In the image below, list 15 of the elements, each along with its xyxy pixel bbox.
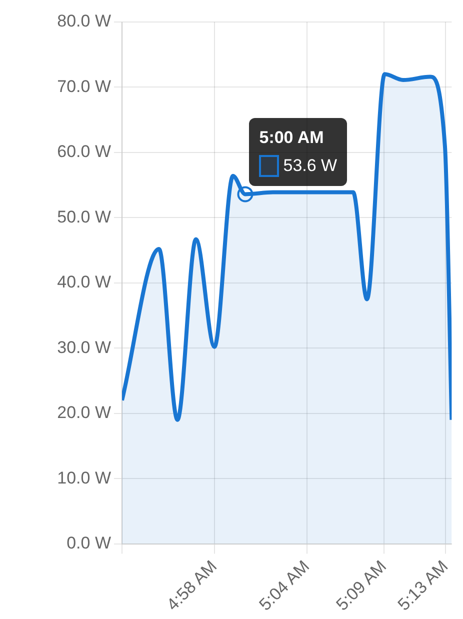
annotation: 53.6 W bbox=[283, 155, 338, 178]
y-tick-label: 10.0 W bbox=[57, 468, 111, 488]
x-tick-label: 5:13 AM bbox=[394, 556, 452, 614]
y-tick-label: 30.0 W bbox=[57, 338, 111, 357]
y-tick-label: 0.0 W bbox=[66, 533, 111, 552]
y-tick-label: 70.0 W bbox=[57, 76, 111, 96]
x-tick-label: 5:09 AM bbox=[332, 556, 390, 614]
x-tick-label: 5:04 AM bbox=[256, 556, 314, 614]
y-tick-label: 80.0 W bbox=[57, 12, 111, 31]
x-tick-label: 4:58 AM bbox=[163, 556, 221, 614]
y-tick-label: 50.0 W bbox=[57, 207, 111, 226]
y-tick-label: 20.0 W bbox=[57, 403, 111, 422]
y-tick-label: 40.0 W bbox=[57, 272, 111, 292]
annotation: 5:00 AM bbox=[259, 127, 325, 150]
y-tick-label: 60.0 W bbox=[57, 142, 111, 162]
